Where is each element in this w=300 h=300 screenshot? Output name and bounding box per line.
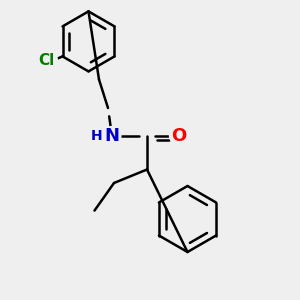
Text: H: H: [91, 129, 103, 142]
Text: O: O: [171, 127, 186, 145]
Text: Cl: Cl: [38, 53, 54, 68]
Circle shape: [103, 127, 121, 145]
Text: N: N: [104, 127, 119, 145]
Circle shape: [34, 50, 57, 72]
Circle shape: [169, 127, 188, 145]
